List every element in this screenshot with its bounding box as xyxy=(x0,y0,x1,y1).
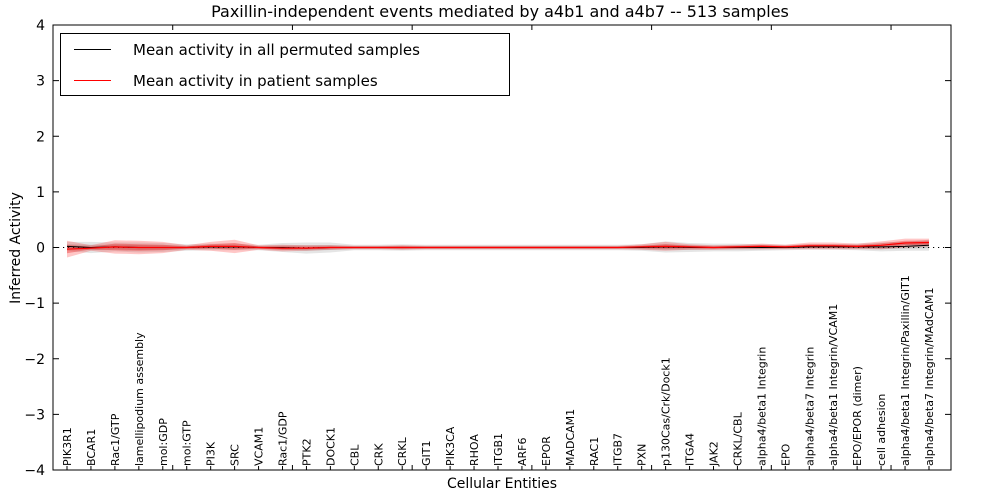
x-tick-label: alpha4/beta1 Integrin/Paxillin/GIT1 xyxy=(899,275,912,466)
permuted-band xyxy=(67,239,929,254)
x-tick-label: alpha4/beta7 Integrin/MAdCAM1 xyxy=(923,287,936,466)
x-tick-label: cell adhesion xyxy=(875,394,888,466)
x-tick-label: ARF6 xyxy=(516,438,529,467)
x-tick-label: mol:GTP xyxy=(181,420,194,466)
x-tick-label: ITGA4 xyxy=(684,433,697,466)
y-tick-label: 2 xyxy=(36,129,45,145)
y-tick-label: 1 xyxy=(36,185,45,201)
x-tick-label: alpha4/beta1 Integrin xyxy=(755,347,768,466)
x-tick-label: p130Cas/Crk/Dock1 xyxy=(660,357,673,466)
x-tick-label: Rac1/GDP xyxy=(276,411,289,466)
x-tick-label: ITGB1 xyxy=(492,433,505,466)
x-tick-label: BCAR1 xyxy=(85,429,98,466)
x-tick-label: EPO/EPOR (dimer) xyxy=(851,366,864,466)
x-tick-label: CRKL/CBL xyxy=(731,411,744,466)
x-axis-label: Cellular Entities xyxy=(446,476,558,492)
x-tick-label: SRC xyxy=(229,444,242,466)
x-tick-label: mol:GDP xyxy=(157,418,170,466)
y-tick-label: 0 xyxy=(36,241,45,257)
chart-title: Paxillin-independent events mediated by … xyxy=(211,2,789,21)
x-tick-label: ITGB7 xyxy=(612,433,625,466)
y-axis-label: Inferred Activity xyxy=(8,192,24,304)
x-tick-label: lamellipodium assembly xyxy=(133,332,146,466)
legend-item-permuted: Mean activity in all permuted samples xyxy=(61,34,509,65)
legend-label-patient: Mean activity in patient samples xyxy=(133,71,378,90)
x-tick-label: PIK3R1 xyxy=(61,427,74,466)
x-tick-label: JAK2 xyxy=(707,441,720,467)
legend-label-permuted: Mean activity in all permuted samples xyxy=(133,40,420,59)
x-tick-label: EPO xyxy=(779,443,792,466)
x-tick-label: MADCAM1 xyxy=(564,409,577,466)
y-tick-label: −4 xyxy=(24,463,45,479)
legend-item-patient: Mean activity in patient samples xyxy=(61,65,509,96)
x-tick-label: VCAM1 xyxy=(253,427,266,466)
x-tick-label: EPOR xyxy=(540,436,553,466)
x-tick-label: RHOA xyxy=(468,434,481,466)
patient-mean-line xyxy=(66,241,930,250)
x-tick-label: RAC1 xyxy=(588,437,601,466)
x-tick-label: PTK2 xyxy=(300,438,313,466)
y-tick-label: −3 xyxy=(24,407,45,423)
x-tick-label: DOCK1 xyxy=(324,427,337,466)
x-tick-label: PIK3CA xyxy=(444,426,457,466)
x-tick-label: PXN xyxy=(636,444,649,466)
x-tick-label: alpha4/beta1 Integrin/VCAM1 xyxy=(827,304,840,466)
y-tick-label: −1 xyxy=(24,296,45,312)
x-tick-label: CRKL xyxy=(396,436,409,466)
x-tick-label: CRK xyxy=(372,443,385,466)
x-tick-label: Rac1/GTP xyxy=(109,413,122,466)
legend-line-sample-patient xyxy=(74,80,111,81)
y-tick-label: 4 xyxy=(36,18,45,34)
x-tick-label: CBL xyxy=(348,444,361,466)
legend: Mean activity in all permuted samples Me… xyxy=(60,33,510,96)
x-tick-label: PI3K xyxy=(205,441,218,466)
permuted-band-inner xyxy=(67,242,929,251)
y-tick-label: −2 xyxy=(24,352,45,368)
legend-line-sample-permuted xyxy=(74,49,111,50)
x-tick-label: alpha4/beta7 Integrin xyxy=(803,347,816,466)
y-tick-label: 3 xyxy=(36,74,45,90)
x-tick-label: GIT1 xyxy=(420,441,433,467)
